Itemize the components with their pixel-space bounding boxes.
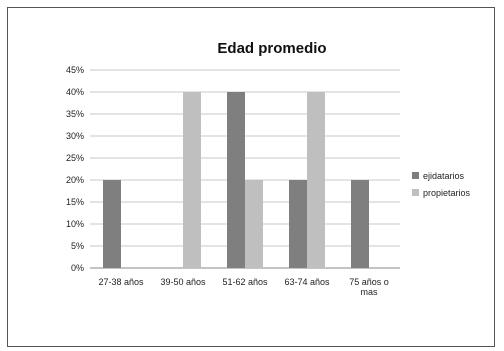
x-tick-label: 75 años o mas [349,277,389,297]
y-tick-label: 35% [66,109,84,119]
bars [103,92,369,268]
y-tick-label: 15% [66,197,84,207]
legend-label: propietarios [423,188,471,198]
y-tick-label: 5% [71,241,84,251]
legend-swatch-ejidatarios [412,172,419,179]
chart-frame: Edad promedio 0% 5% 10% 15% 20% 25% 30% 35% 40% 4… [7,7,495,347]
y-axis-ticks: 0% 5% 10% 15% 20% 25% 30% 35% 40% 45% [66,65,84,273]
legend: ejidatarios propietarios [412,171,471,198]
y-tick-label: 30% [66,131,84,141]
legend-label: ejidatarios [423,171,465,181]
x-tick-label: 27-38 años [98,277,144,287]
y-tick-label: 45% [66,65,84,75]
chart: Edad promedio 0% 5% 10% 15% 20% 25% 30% 35% 40% 4… [66,40,471,297]
bar-propietarios [307,92,325,268]
bar-propietarios [245,180,263,268]
x-tick-label: 51-62 años [222,277,268,287]
x-axis-ticks: 27-38 años 39-50 años 51-62 años 63-74 años… [98,277,388,297]
bar-ejidatarios [351,180,369,268]
y-tick-label: 25% [66,153,84,163]
x-tick-label: 39-50 años [160,277,206,287]
chart-title: Edad promedio [217,40,326,57]
y-tick-label: 10% [66,219,84,229]
bar-ejidatarios [103,180,121,268]
y-tick-label: 20% [66,175,84,185]
legend-swatch-propietarios [412,189,419,196]
x-tick-label: 63-74 años [284,277,330,287]
bar-propietarios [183,92,201,268]
bar-ejidatarios [227,92,245,268]
bar-ejidatarios [289,180,307,268]
y-tick-label: 0% [71,263,84,273]
y-tick-label: 40% [66,87,84,97]
